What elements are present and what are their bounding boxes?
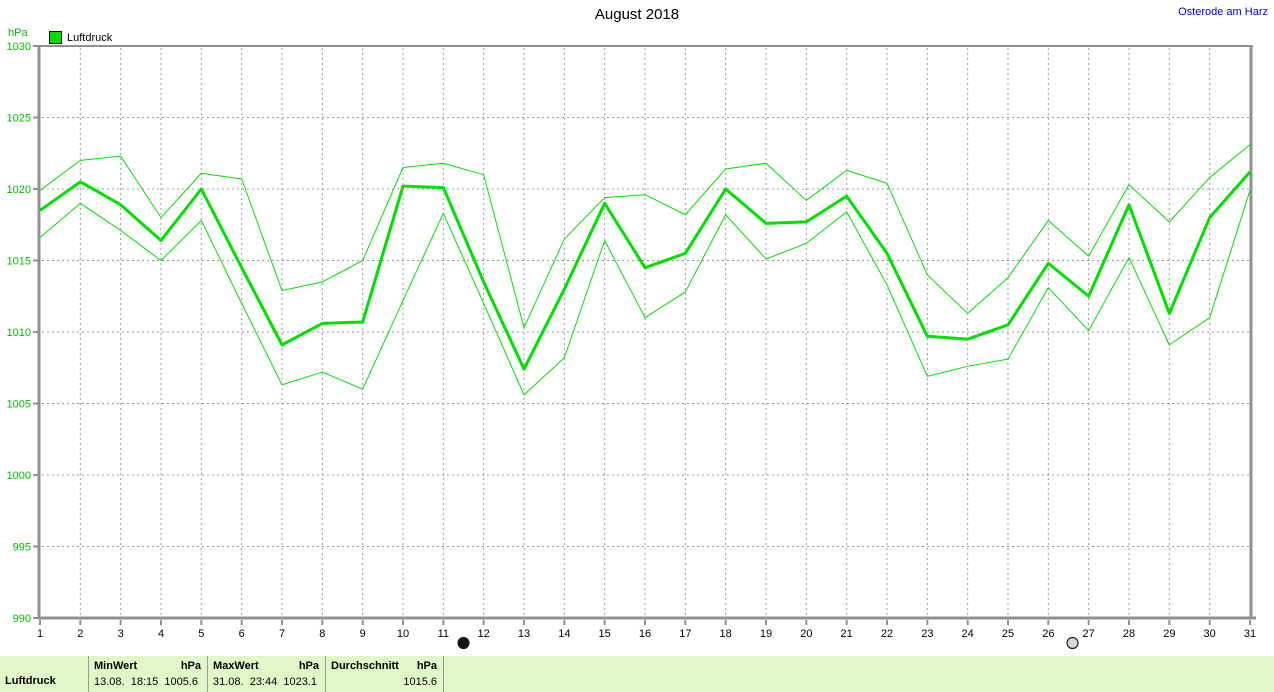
legend-color-swatch	[49, 31, 62, 44]
x-tick-label: 17	[679, 628, 691, 640]
legend-label: Luftdruck	[67, 31, 113, 44]
y-tick-label: 1000	[7, 470, 31, 482]
x-tick-label: 15	[599, 628, 611, 640]
x-tick-label: 1	[37, 628, 43, 640]
durchschnitt-value: 1015.6	[403, 676, 437, 688]
x-tick-label: 25	[1002, 628, 1014, 640]
new-moon-icon	[457, 636, 470, 650]
x-tick-label: 14	[558, 628, 570, 640]
x-tick-label: 21	[841, 628, 853, 640]
minwert-unit: hPa	[180, 660, 201, 672]
x-tick-label: 4	[158, 628, 164, 640]
maxwert-value: 31.08. 23:44 1023.1	[213, 676, 317, 688]
y-tick-label: 1025	[7, 113, 31, 125]
x-tick-label: 16	[639, 628, 651, 640]
y-tick-label: 1020	[7, 184, 31, 196]
y-tick-label: 1010	[7, 327, 31, 339]
plot-border	[37, 45, 1256, 620]
summary-cell-empty	[443, 656, 1274, 692]
page-title: August 2018	[594, 6, 680, 23]
durchschnitt-header: Durchschnitt	[331, 660, 399, 672]
x-tick-label: 9	[360, 628, 366, 640]
series-daily-max-line	[39, 144, 1251, 329]
y-tick-label: 1005	[7, 399, 31, 411]
summary-cell-maxwert: MaxWert hPa 31.08. 23:44 1023.1	[207, 656, 325, 692]
y-tick-label: 995	[13, 542, 31, 554]
x-tick-label: 18	[720, 628, 732, 640]
y-tick-label: 1030	[7, 41, 31, 53]
minwert-header: MinWert	[94, 660, 138, 672]
x-tick-label: 28	[1123, 628, 1135, 640]
x-tick-label: 11	[438, 628, 449, 640]
y-axis-unit-label: hPa	[8, 27, 28, 39]
x-tick-label: 13	[518, 628, 530, 640]
x-tick-label: 27	[1083, 628, 1095, 640]
x-tick-label: 31	[1244, 628, 1256, 640]
series-daily-mean-line	[39, 170, 1252, 371]
x-tick-label: 20	[800, 628, 812, 640]
gridlines	[42, 48, 1249, 617]
minwert-value: 13.08. 18:15 1005.6	[94, 676, 198, 688]
station-link[interactable]: Osterode am Harz	[1178, 6, 1268, 18]
x-tick-label: 8	[319, 628, 325, 640]
summary-table: Luftdruck MinWert hPa 13.08. 18:15 1005.…	[0, 656, 1274, 692]
x-axis: 1 2 3 4 5 6 7 8 9 10 11 12 13 14 15 16 17 18 19 20 21 22 23 24 2…	[37, 620, 1256, 640]
x-tick-label: 22	[881, 628, 893, 640]
maxwert-unit: hPa	[298, 660, 319, 672]
y-axis: 1030 1025 1020 1015 1010 1005 1000 995 990	[7, 41, 38, 625]
x-tick-label: 29	[1163, 628, 1175, 640]
x-tick-label: 2	[77, 628, 83, 640]
x-tick-label: 23	[921, 628, 933, 640]
x-tick-label: 12	[478, 628, 490, 640]
y-tick-label: 1015	[7, 256, 31, 268]
x-tick-label: 3	[118, 628, 124, 640]
x-tick-label: 5	[198, 628, 204, 640]
full-moon-icon	[1066, 636, 1079, 650]
durchschnitt-unit: hPa	[416, 660, 437, 672]
series-daily-min-line	[39, 190, 1251, 396]
x-tick-label: 6	[239, 628, 245, 640]
summary-row-label: Luftdruck	[5, 675, 56, 687]
maxwert-header: MaxWert	[213, 660, 259, 672]
chart-legend: Luftdruck	[49, 31, 112, 44]
x-tick-label: 30	[1204, 628, 1216, 640]
x-tick-label: 19	[760, 628, 772, 640]
x-tick-label: 26	[1042, 628, 1054, 640]
x-tick-label: 24	[962, 628, 974, 640]
summary-cell-durchschnitt: Durchschnitt hPa 1015.6	[325, 656, 443, 692]
x-tick-label: 7	[279, 628, 285, 640]
x-tick-label: 10	[397, 628, 409, 640]
summary-cell-minwert: MinWert hPa 13.08. 18:15 1005.6	[88, 656, 207, 692]
y-tick-label: 990	[13, 613, 31, 625]
